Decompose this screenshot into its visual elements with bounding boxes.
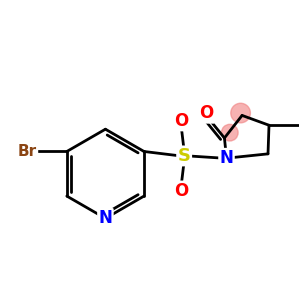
Text: Br: Br [18, 144, 37, 159]
Text: O: O [174, 182, 188, 200]
Text: O: O [174, 112, 188, 130]
Circle shape [231, 103, 250, 123]
Text: N: N [220, 149, 233, 167]
Circle shape [221, 124, 238, 141]
Text: S: S [178, 147, 191, 165]
Text: O: O [200, 104, 214, 122]
Text: N: N [98, 209, 112, 227]
